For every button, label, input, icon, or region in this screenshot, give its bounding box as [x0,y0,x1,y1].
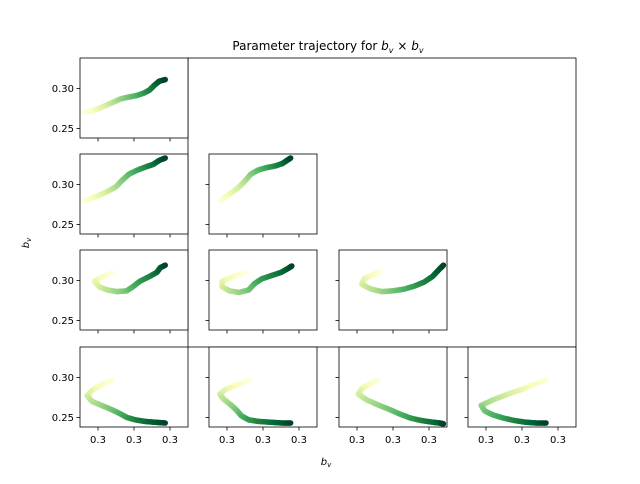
panel-r3-c0: 0.25 0.30 0.3 0.3 0.3 [52,346,189,446]
trajectory-point [543,420,549,426]
panel-r2-c1 [205,249,318,334]
trajectory-point [287,155,294,161]
trajectory [219,263,295,296]
x-axis-label: bv [321,457,332,469]
x-tick-label: 0.3 [291,435,307,446]
y-tick-label: 0.25 [52,220,74,231]
trajectory [80,155,168,204]
panel-r0-c0: 0.25 0.30 [52,57,189,142]
trajectory [91,262,168,295]
y-tick-label: 0.30 [52,276,74,287]
x-tick-label: 0.3 [514,435,530,446]
x-tick-label: 0.3 [385,435,401,446]
y-tick-label: 0.30 [52,373,74,384]
trajectory [84,377,168,426]
trajectory-point [162,262,168,269]
trajectory-point [287,420,294,426]
trajectory-point [162,155,168,161]
trajectory [217,155,294,204]
x-tick-label: 0.3 [349,435,365,446]
trajectory-point [440,421,447,427]
panel-r2-c2 [335,249,448,334]
x-tick-label: 0.3 [126,435,142,446]
trajectory [478,377,550,426]
x-tick-label: 0.3 [421,435,437,446]
panel-r1-c1 [205,153,318,238]
trajectory [80,76,168,116]
panel-r3-c1: 0.3 0.3 0.3 [205,346,318,446]
trajectory [359,262,447,295]
chart-title: Parameter trajectory for bv × bv [232,39,423,55]
trajectory [355,377,447,427]
x-tick-label: 0.3 [90,435,106,446]
x-tick-label: 0.3 [478,435,494,446]
panel-r1-c0: 0.25 0.30 [52,153,189,238]
y-tick-label: 0.25 [52,124,74,135]
panel-r3-c3: 0.3 0.3 0.3 [464,346,577,446]
panel-r3-c2: 0.3 0.3 0.3 [335,346,448,446]
y-tick-label: 0.30 [52,84,74,95]
panel-frame [338,346,448,428]
x-tick-label: 0.3 [255,435,271,446]
y-tick-label: 0.25 [52,316,74,327]
trajectory-point [440,262,447,269]
trajectory-point [162,420,168,426]
x-tick-label: 0.3 [219,435,235,446]
x-tick-label: 0.3 [550,435,566,446]
trajectory-point [162,76,168,83]
x-tick-label: 0.3 [162,435,178,446]
y-tick-label: 0.30 [52,180,74,191]
y-axis-label: bv [21,237,33,248]
panel-r2-c0: 0.25 0.30 [52,249,189,334]
trajectory [217,377,294,426]
panel-frame [79,57,189,139]
panel-frame [79,249,189,331]
trajectory-point [289,263,295,269]
y-tick-label: 0.25 [52,413,74,424]
